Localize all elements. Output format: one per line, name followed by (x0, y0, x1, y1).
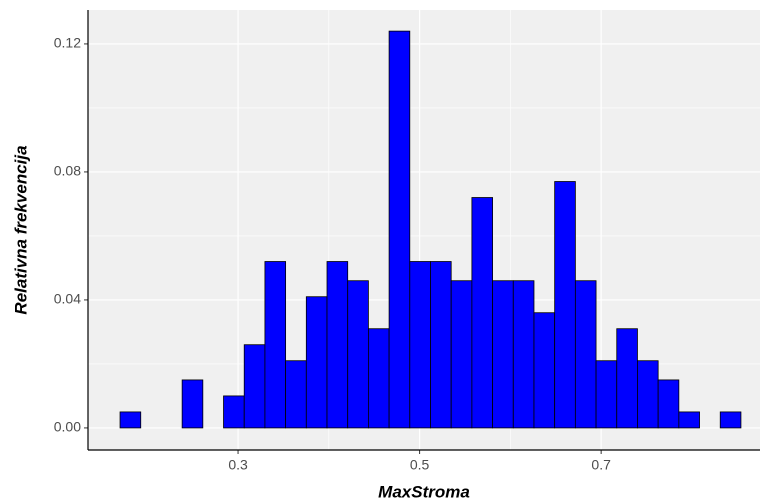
y-tick-label: 0.12 (54, 35, 81, 51)
bar (368, 328, 390, 429)
bar (119, 411, 142, 429)
bar (450, 280, 473, 429)
y-tick-label: 0.04 (54, 291, 81, 307)
bar (305, 296, 328, 429)
bar (595, 360, 618, 429)
bar (574, 280, 597, 429)
bar (616, 328, 638, 429)
bar (347, 280, 369, 429)
bar (554, 181, 576, 429)
y-axis-label: Relativna frekvencija (11, 145, 30, 314)
bar (637, 360, 659, 429)
x-tick-label: 0.7 (591, 457, 611, 473)
bar (492, 280, 514, 429)
y-tick-label: 0.00 (54, 419, 81, 435)
bar (430, 261, 452, 429)
bar (223, 395, 245, 429)
x-tick-label: 0.3 (228, 457, 248, 473)
bar (719, 411, 742, 429)
bar (512, 280, 535, 429)
bar (243, 344, 266, 429)
bar (678, 411, 700, 429)
bar (657, 379, 680, 429)
bar (181, 379, 204, 429)
bar (533, 312, 556, 429)
bar (471, 197, 493, 429)
x-axis-label: MaxStroma (378, 482, 470, 501)
bar (285, 360, 307, 429)
x-tick-label: 0.5 (410, 457, 430, 473)
y-tick-label: 0.08 (54, 163, 81, 179)
bar (388, 30, 411, 429)
bar (409, 261, 431, 429)
bar (326, 261, 349, 429)
bar (264, 261, 287, 429)
